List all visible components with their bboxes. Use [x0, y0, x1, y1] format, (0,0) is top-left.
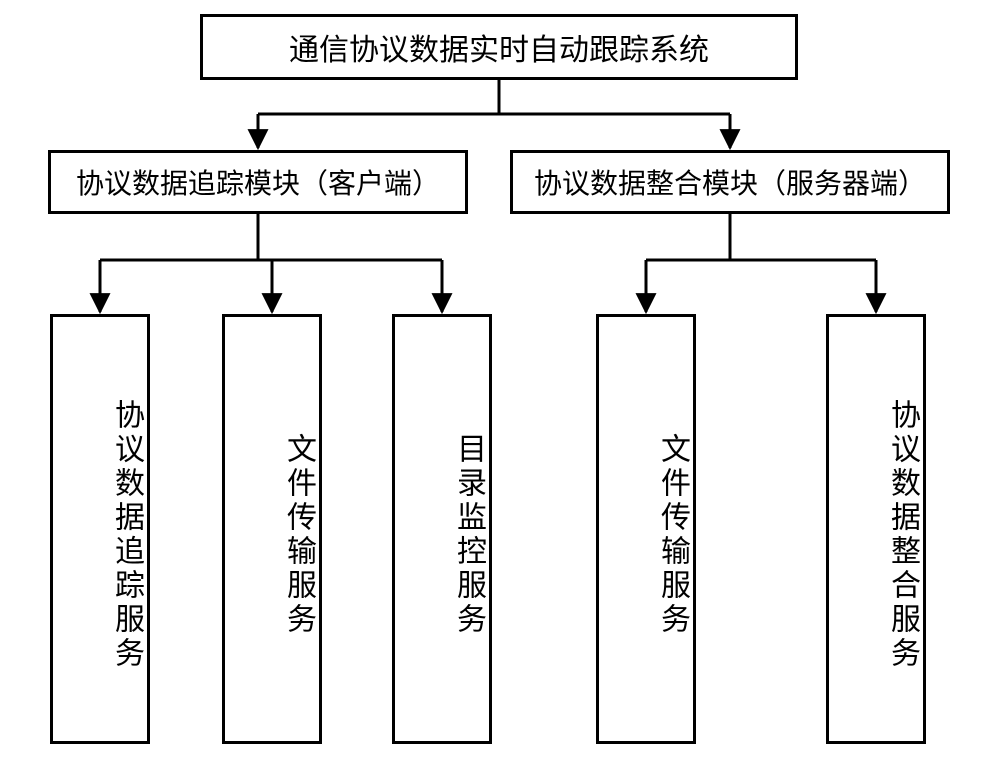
leaf-file-transfer-service-server: 文件传输服务	[596, 314, 696, 744]
server-module-node: 协议数据整合模块（服务器端）	[510, 150, 950, 214]
leaf-directory-monitor-service: 目录监控服务	[392, 314, 492, 744]
root-node: 通信协议数据实时自动跟踪系统	[200, 14, 798, 80]
leaf-protocol-integration-service: 协议数据整合服务	[826, 314, 926, 744]
leaf-file-transfer-service-client: 文件传输服务	[222, 314, 322, 744]
client-module-node: 协议数据追踪模块（客户端）	[48, 150, 468, 214]
leaf-protocol-tracking-service: 协议数据追踪服务	[50, 314, 150, 744]
